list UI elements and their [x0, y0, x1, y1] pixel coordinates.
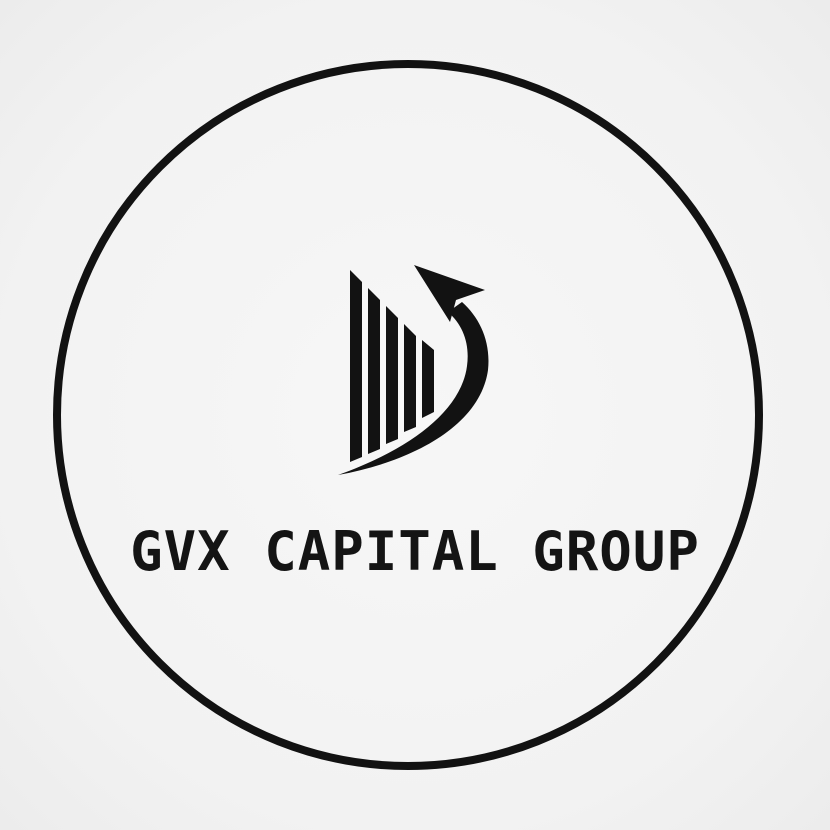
chart-bar-4	[404, 324, 416, 432]
arrow-head	[414, 265, 485, 322]
chart-bar-3	[386, 306, 398, 444]
logo-circle-border	[53, 60, 763, 770]
brand-name-text: GVX CAPITAL GROUP	[130, 520, 700, 583]
chart-bar-5	[422, 340, 434, 418]
arrow-arc	[338, 302, 489, 475]
chart-bar-2	[368, 288, 380, 454]
rising-bars-with-arrow-icon	[338, 265, 489, 475]
chart-bar-1	[350, 270, 362, 462]
